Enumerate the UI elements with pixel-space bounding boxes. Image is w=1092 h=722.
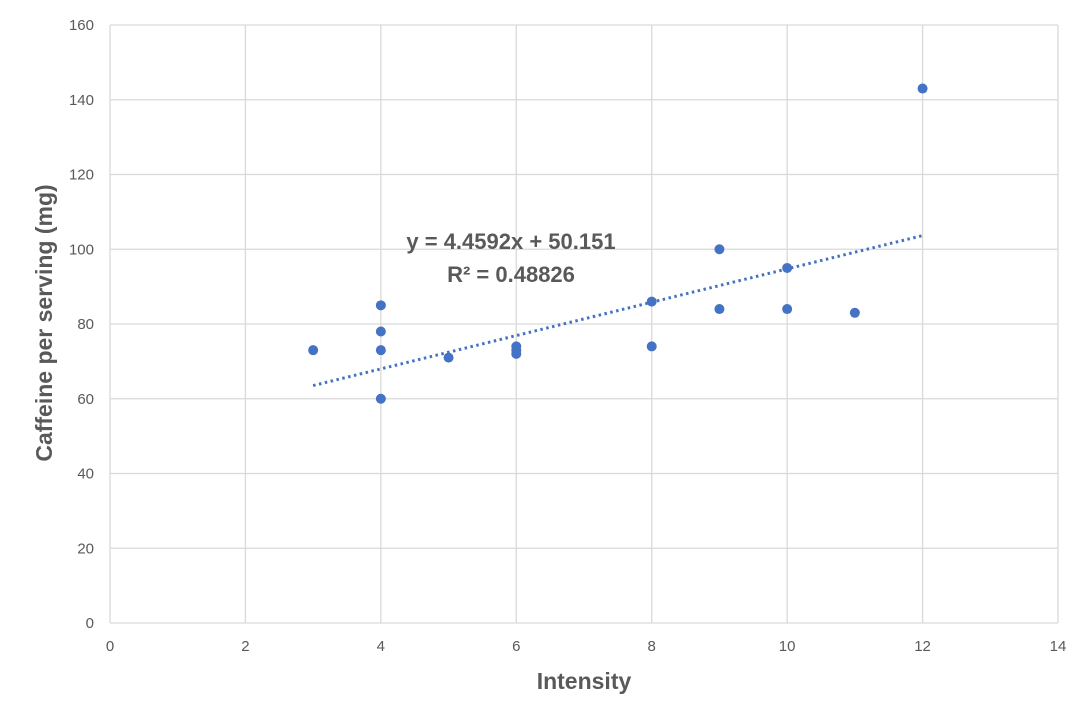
x-tick-label: 6 bbox=[512, 638, 520, 655]
x-tick-label: 8 bbox=[648, 638, 656, 655]
data-point bbox=[308, 345, 319, 356]
grid-lines bbox=[109, 24, 1059, 624]
y-tick-label: 0 bbox=[86, 615, 94, 632]
trendline bbox=[312, 234, 923, 388]
data-point bbox=[375, 300, 386, 311]
data-points bbox=[308, 83, 928, 404]
y-tick-label: 60 bbox=[77, 391, 94, 408]
trendline-group bbox=[312, 234, 923, 388]
x-axis-title: Intensity bbox=[537, 668, 632, 694]
y-tick-label: 100 bbox=[69, 241, 94, 258]
data-point bbox=[714, 304, 725, 315]
x-tick-label: 12 bbox=[914, 638, 931, 655]
tick-labels: 0 20 40 60 80 100 120 140 160 0 2 4 6 8 10 12 14 bbox=[69, 17, 1066, 655]
data-point bbox=[646, 296, 657, 307]
data-point bbox=[646, 341, 657, 352]
data-point bbox=[375, 326, 386, 337]
y-tick-label: 160 bbox=[69, 17, 94, 34]
y-axis-title: Caffeine per serving (mg) bbox=[31, 184, 57, 461]
data-point bbox=[782, 262, 793, 273]
data-point bbox=[511, 348, 522, 359]
x-tick-label: 14 bbox=[1050, 638, 1067, 655]
data-point bbox=[782, 304, 793, 315]
data-point bbox=[375, 393, 386, 404]
trendline-equation-label: y = 4.4592x + 50.151 bbox=[406, 229, 615, 254]
data-point bbox=[375, 345, 386, 356]
x-tick-label: 0 bbox=[106, 638, 114, 655]
trendline-r2-label: R² = 0.48826 bbox=[447, 262, 575, 287]
x-tick-label: 2 bbox=[241, 638, 249, 655]
data-point bbox=[849, 307, 860, 318]
y-tick-label: 120 bbox=[69, 167, 94, 184]
data-point bbox=[443, 352, 454, 363]
x-tick-label: 4 bbox=[377, 638, 385, 655]
y-tick-label: 20 bbox=[77, 540, 94, 557]
x-tick-label: 10 bbox=[779, 638, 796, 655]
y-tick-label: 140 bbox=[69, 92, 94, 109]
y-tick-label: 40 bbox=[77, 466, 94, 483]
data-point bbox=[714, 244, 725, 255]
data-point bbox=[917, 83, 928, 94]
y-tick-label: 80 bbox=[77, 316, 94, 333]
